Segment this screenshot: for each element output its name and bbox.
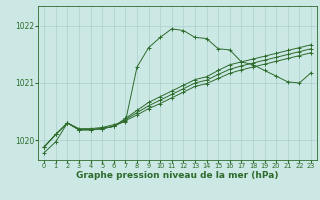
X-axis label: Graphe pression niveau de la mer (hPa): Graphe pression niveau de la mer (hPa) <box>76 171 279 180</box>
